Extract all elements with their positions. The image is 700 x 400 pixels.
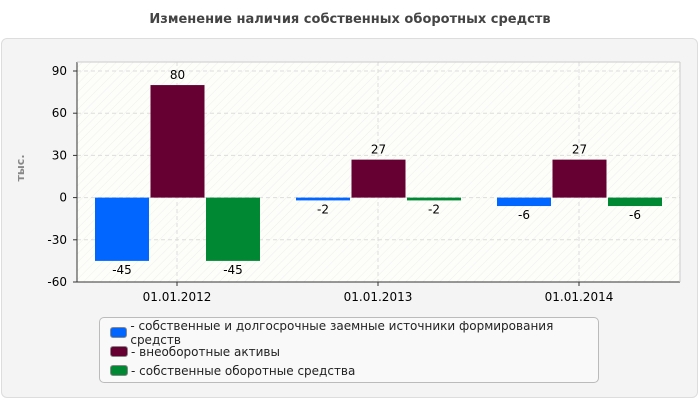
bar xyxy=(552,159,607,198)
x-tick-label: 01.01.2013 xyxy=(344,290,413,304)
data-label: 27 xyxy=(371,143,386,157)
bar xyxy=(407,197,461,201)
data-label: -2 xyxy=(317,202,329,216)
bar xyxy=(206,197,260,261)
legend-label: собственные и долгосрочные заемные источ… xyxy=(130,319,588,347)
chart-title: Изменение наличия собственных оборотных … xyxy=(149,12,551,27)
y-tick-label: 30 xyxy=(52,148,67,162)
data-label: -6 xyxy=(629,208,641,222)
x-tick-label: 01.01.2014 xyxy=(545,290,614,304)
legend-swatch xyxy=(110,346,128,357)
x-tick-label: 01.01.2012 xyxy=(143,290,212,304)
data-label: -45 xyxy=(112,263,132,277)
data-label: -45 xyxy=(223,263,243,277)
bar xyxy=(95,197,149,261)
y-tick-label: 60 xyxy=(52,106,67,120)
y-tick-label: -60 xyxy=(47,275,67,289)
data-label: -6 xyxy=(518,208,530,222)
bar xyxy=(296,197,350,201)
legend-label: внеоборотные активы xyxy=(131,345,280,359)
data-label: 27 xyxy=(572,143,587,157)
legend-swatch xyxy=(110,365,128,376)
bar xyxy=(351,159,406,198)
legend-swatch xyxy=(110,327,128,338)
data-label: 80 xyxy=(170,68,185,82)
bar xyxy=(150,85,205,198)
legend-item: внеоборотные активы xyxy=(110,342,588,361)
bar xyxy=(608,197,662,207)
legend-item: собственные и долгосрочные заемные источ… xyxy=(110,319,588,347)
y-tick-label: 0 xyxy=(59,191,67,205)
y-tick-label: 90 xyxy=(52,64,67,78)
legend: собственные и долгосрочные заемные источ… xyxy=(99,317,599,383)
legend-item: собственные оборотные средства xyxy=(110,361,588,380)
y-axis-label: тыс. xyxy=(14,154,27,181)
data-label: -2 xyxy=(428,202,440,216)
bar xyxy=(497,197,551,207)
legend-label: собственные оборотные средства xyxy=(131,364,355,378)
y-tick-label: -30 xyxy=(47,233,67,247)
